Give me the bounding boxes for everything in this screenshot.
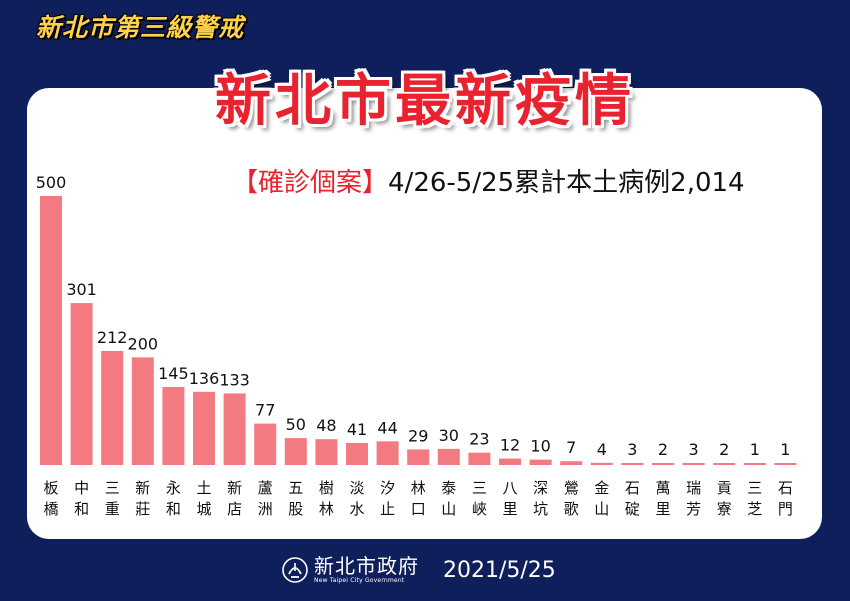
category-label-20: 萬里: [655, 479, 670, 518]
bar-22: [713, 463, 736, 465]
subtitle: 【確診個案】4/26-5/25累計本土病例2,014: [232, 162, 745, 199]
category-label-1: 中和: [74, 479, 89, 518]
category-label-13: 泰山: [441, 479, 456, 518]
bar-value-label-2: 212: [97, 328, 128, 347]
category-label-23: 三芝: [747, 479, 762, 518]
bar-2: [101, 350, 124, 465]
org-name-en: New Taipei City Government: [314, 577, 405, 584]
category-label-15: 八里: [502, 479, 517, 518]
category-label-11: 汐止: [380, 479, 395, 518]
bar-10: [346, 442, 368, 465]
bar-value-label-6: 133: [219, 370, 250, 389]
bar-value-label-22: 2: [719, 440, 729, 459]
bar-value-label-5: 136: [189, 369, 220, 388]
bar-value-label-19: 3: [627, 440, 637, 459]
bar-value-label-24: 1: [780, 440, 790, 459]
category-label-2: 三重: [105, 479, 120, 518]
bar-15: [499, 458, 521, 465]
category-label-24: 石門: [778, 479, 793, 518]
bar-value-label-9: 48: [316, 416, 336, 435]
bar-value-label-1: 301: [66, 280, 97, 299]
bar-value-label-11: 44: [377, 418, 397, 437]
bar-value-label-12: 29: [408, 426, 428, 445]
bar-5: [193, 391, 215, 465]
bar-value-label-4: 145: [158, 364, 189, 383]
category-label-8: 五股: [288, 479, 303, 518]
subtitle-text: 4/26-5/25累計本土病例2,014: [388, 168, 745, 198]
bar-value-label-15: 12: [500, 436, 520, 455]
category-label-7: 蘆洲: [258, 479, 273, 518]
bar-20: [652, 463, 674, 465]
bar-1: [70, 303, 93, 465]
category-label-12: 林口: [411, 479, 426, 518]
bar-21: [682, 463, 705, 465]
category-label-10: 淡水: [349, 479, 364, 518]
bar-value-label-3: 200: [128, 334, 159, 353]
bar-value-label-17: 7: [566, 438, 576, 457]
page-title: 新北市最新疫情: [215, 69, 635, 134]
category-label-3: 新莊: [135, 479, 150, 518]
category-label-19: 石碇: [625, 479, 640, 518]
bar-value-label-0: 500: [36, 173, 67, 192]
bar-14: [468, 452, 491, 465]
bar-16: [529, 459, 552, 465]
bar-23: [743, 463, 766, 465]
bar-value-label-8: 50: [286, 415, 306, 434]
bar-value-label-16: 10: [530, 437, 550, 456]
bar-4: [162, 386, 185, 465]
bar-3: [131, 357, 154, 465]
city-emblem-icon: [282, 557, 308, 583]
org-name: 新北市政府: [314, 554, 419, 578]
report-date: 2021/5/25: [443, 557, 556, 583]
bar-18: [590, 462, 613, 465]
category-label-16: 深坑: [533, 479, 548, 518]
government-logo: 新北市政府 New Taipei City Government: [282, 555, 419, 585]
subtitle-tag: 【確診個案】: [232, 168, 389, 198]
category-label-6: 新店: [227, 479, 242, 518]
bar-value-label-14: 23: [469, 430, 489, 449]
category-label-18: 金山: [594, 479, 609, 518]
bar-9: [315, 439, 338, 465]
bar-value-label-21: 3: [689, 440, 699, 459]
category-label-4: 永和: [166, 479, 181, 518]
bar-24: [774, 463, 797, 465]
footer: 新北市政府 New Taipei City Government 2021/5/…: [282, 555, 556, 585]
category-label-22: 貢寮: [717, 479, 732, 518]
bar-11: [376, 441, 399, 465]
bar-7: [254, 423, 277, 465]
category-label-9: 樹林: [319, 479, 334, 518]
bar-value-label-10: 41: [347, 420, 367, 439]
category-label-0: 板橋: [43, 479, 58, 518]
bar-value-label-13: 30: [439, 426, 459, 445]
bar-0: [40, 196, 62, 465]
category-label-17: 鶯歌: [564, 479, 579, 518]
bar-value-label-23: 1: [750, 440, 760, 459]
category-label-14: 三峽: [472, 479, 487, 518]
bar-12: [407, 449, 430, 465]
bar-8: [284, 438, 307, 465]
bar-17: [560, 461, 583, 465]
category-label-5: 土城: [196, 479, 211, 518]
alert-level-badge: 新北市第三級警戒: [36, 13, 245, 42]
category-label-21: 瑞芳: [686, 479, 701, 518]
bar-19: [621, 463, 644, 465]
bar-value-label-18: 4: [597, 440, 607, 459]
bar-value-label-20: 2: [658, 440, 668, 459]
bar-13: [437, 448, 460, 465]
bar-value-label-7: 77: [255, 401, 275, 420]
bar-6: [223, 393, 246, 465]
